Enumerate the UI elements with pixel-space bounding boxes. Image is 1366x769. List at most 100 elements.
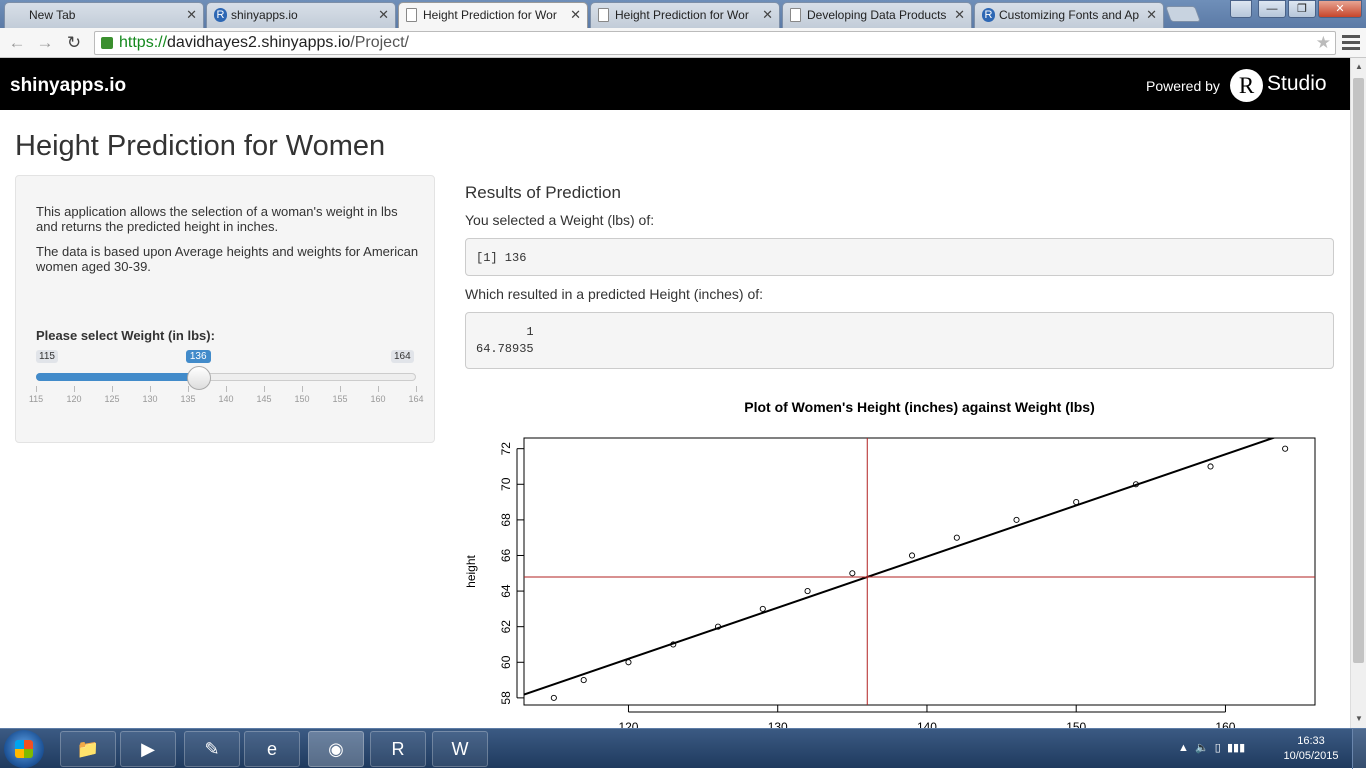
tab-developing-data-products[interactable]: Developing Data Products ✕ [782,2,972,28]
bookmark-star-icon[interactable]: ★ [1315,33,1331,52]
data-point [1207,463,1214,470]
y-tick-label: 60 [499,655,513,669]
close-icon[interactable]: ✕ [762,7,773,22]
close-icon[interactable]: ✕ [186,7,197,22]
word-icon[interactable]: W [432,731,488,767]
brand-link[interactable]: shinyapps.io [10,75,127,96]
slider-tick-label: 150 [294,394,310,404]
web-page: shinyapps.io Powered by R Studio Height … [0,58,1350,728]
scroll-up-icon[interactable]: ▲ [1355,62,1363,71]
sidebar-panel: This application allows the selection of… [15,175,435,443]
scrollbar-thumb[interactable] [1353,78,1364,663]
new-tab-button[interactable] [1165,6,1201,22]
explorer-icon[interactable]: 📁 [60,731,116,767]
chrome-menu-icon[interactable] [1342,32,1360,54]
document-icon [406,8,417,22]
tab-strip: New Tab ✕ R shinyapps.io ✕ Height Predic… [0,0,1366,28]
start-button[interactable] [4,730,44,768]
minimize-button[interactable]: — [1258,0,1286,18]
user-profile-button[interactable] [1230,0,1252,18]
x-tick-label: 120 [618,720,638,728]
slider-tick-label: 140 [218,394,234,404]
data-point [1132,481,1139,488]
close-icon[interactable]: ✕ [378,7,389,22]
slider-max-label: 164 [391,350,414,363]
r-favicon-icon: R [214,8,227,22]
document-icon [790,8,801,22]
vertical-scrollbar[interactable]: ▲ ▼ [1350,58,1366,728]
y-tick-label: 72 [499,442,513,456]
height-output: 1 64.78935 [465,312,1334,369]
back-arrow-icon[interactable]: ← [8,33,26,52]
x-tick-label: 130 [768,720,788,728]
window-close-button[interactable]: ✕ [1318,0,1362,18]
slider-tick [112,386,113,392]
tab-title: shinyapps.io [231,8,298,22]
tab-title: Height Prediction for Wor [615,8,749,22]
system-tray[interactable]: ▲ 🔈 ▯ ▮▮▮ [1178,742,1246,754]
height-caption: Which resulted in a predicted Height (in… [465,286,764,302]
y-tick-label: 64 [499,584,513,598]
chart-title: Plot of Women's Height (inches) against … [744,399,1095,415]
slider-handle[interactable] [186,366,211,390]
height-weight-plot: Plot of Women's Height (inches) against … [464,399,1316,728]
data-point [1013,516,1020,523]
internet-explorer-icon[interactable]: e [244,731,300,767]
reload-icon[interactable]: ↻ [66,33,82,52]
data-point [1282,445,1289,452]
slider-tick-label: 164 [408,394,424,404]
forward-arrow-icon[interactable]: → [36,33,54,52]
slider-tick [340,386,341,392]
slider-tick [416,386,417,392]
tab-shinyapps[interactable]: R shinyapps.io ✕ [206,2,396,28]
windows-logo-icon [15,740,33,758]
data-point [1073,499,1080,506]
media-player-icon[interactable]: ▶ [120,731,176,767]
data-description: The data is based upon Average heights a… [36,244,419,274]
tab-height-prediction-active[interactable]: Height Prediction for Wor ✕ [398,2,588,28]
weight-output: [1] 136 [465,238,1334,276]
clock[interactable]: 16:33 10/05/2015 [1278,734,1344,764]
rstudio-logo[interactable]: R [1230,69,1263,102]
url-path: /Project/ [350,34,409,51]
paint-icon[interactable]: ✎ [184,731,240,767]
tab-title: New Tab [29,8,76,22]
weight-caption: You selected a Weight (lbs) of: [465,212,655,228]
close-icon[interactable]: ✕ [570,7,581,22]
chrome-icon[interactable]: ◉ [308,731,364,767]
slider-fill [36,373,199,381]
data-point [804,588,811,595]
url-host: davidhayes2.shinyapps.io [167,34,351,51]
plot-frame [523,437,1316,706]
slider-tick-label: 135 [180,394,196,404]
slider-tick [74,386,75,392]
regression-line [524,438,1277,696]
clock-time: 16:33 [1297,735,1325,747]
address-bar[interactable]: https://davidhayes2.shinyapps.io/Project… [94,31,1336,55]
slider-tick-label: 120 [66,394,82,404]
slider-tick [378,386,379,392]
lock-icon [101,37,113,49]
app-description: This application allows the selection of… [36,204,398,234]
r-app-icon[interactable]: R [370,731,426,767]
tab-new-tab[interactable]: New Tab ✕ [4,2,204,28]
slider-tick-label: 160 [370,394,386,404]
slider-tick-label: 125 [104,394,120,404]
clock-date: 10/05/2015 [1283,750,1339,762]
close-icon[interactable]: ✕ [954,7,965,22]
slider-tick-label: 115 [28,394,44,404]
slider-tick [36,386,37,392]
r-favicon-icon: R [982,8,995,22]
close-icon[interactable]: ✕ [1146,7,1157,22]
tab-height-prediction[interactable]: Height Prediction for Wor ✕ [590,2,780,28]
slider-value-label: 136 [185,350,211,363]
slider-tick [264,386,265,392]
restore-button[interactable]: ❐ [1288,0,1316,18]
rstudio-logo-text[interactable]: Studio [1267,72,1327,95]
data-point [953,534,960,541]
show-desktop-button[interactable] [1352,729,1366,769]
tab-customizing-fonts[interactable]: R Customizing Fonts and Ap ✕ [974,2,1164,28]
x-tick-label: 150 [1066,720,1086,728]
scroll-down-icon[interactable]: ▼ [1355,714,1363,723]
url-scheme: https:// [119,34,168,51]
